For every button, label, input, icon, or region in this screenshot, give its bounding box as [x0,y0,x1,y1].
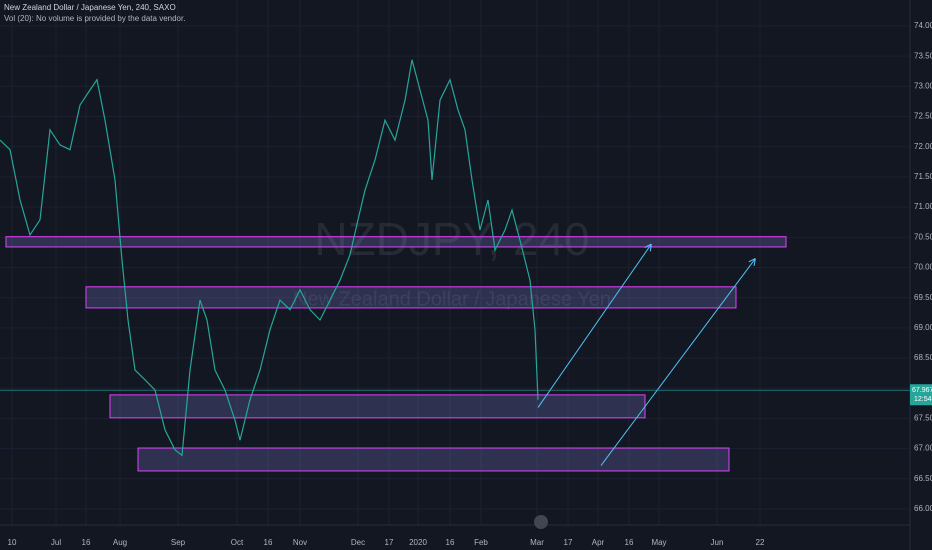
zone [109,394,646,419]
y-tick-label: 66.000 [914,504,932,513]
x-tick-label: Nov [293,538,307,547]
y-tick-label: 68.500 [914,353,932,362]
x-tick-label: Aug [113,538,127,547]
y-tick-label: 73.500 [914,51,932,60]
x-tick-label: 22 [756,538,765,547]
zone [137,447,730,472]
x-tick-label: Dec [351,538,365,547]
x-tick-label: 16 [82,538,91,547]
x-tick-label: 17 [385,538,394,547]
x-tick-label: 16 [625,538,634,547]
y-tick-label: 69.500 [914,293,932,302]
logo [534,515,548,529]
x-tick-label: 10 [8,538,17,547]
price-line [0,59,539,457]
y-tick-label: 74.000 [914,21,932,30]
zone [5,236,787,248]
y-tick-label: 71.500 [914,172,932,181]
last-price-tag [910,384,932,406]
last-price-label: 67.967 [912,387,932,394]
y-tick-label: 70.500 [914,232,932,241]
x-tick-label: 16 [264,538,273,547]
x-tick-label: Jul [51,538,61,547]
chart-title: New Zealand Dollar / Japanese Yen, 240, … [4,3,176,12]
arrow [537,245,651,408]
plot [0,59,787,472]
x-tick-label: 2020 [409,538,427,547]
y-tick-label: 69.000 [914,323,932,332]
x-tick-label: Feb [474,538,488,547]
x-tick-label: Sep [171,538,186,547]
y-tick-label: 67.500 [914,414,932,423]
x-tick-label: Apr [592,538,605,547]
y-tick-label: 72.000 [914,142,932,151]
watermark: NZDJPY, 240 [314,213,589,265]
y-tick-label: 71.000 [914,202,932,211]
y-tick-label: 72.500 [914,112,932,121]
countdown: 12:54 [914,396,932,403]
zone [85,286,737,309]
y-tick-label: 73.000 [914,81,932,90]
x-tick-label: Jun [711,538,724,547]
x-tick-label: Oct [231,538,244,547]
y-tick-label: 70.000 [914,263,932,272]
arrow [600,259,755,466]
x-tick-label: 17 [564,538,573,547]
x-tick-label: 16 [446,538,455,547]
grid [0,0,910,525]
chart-subtitle: Vol (20): No volume is provided by the d… [4,14,185,23]
y-tick-label: 66.500 [914,474,932,483]
x-tick-label: Mar [530,538,544,547]
x-tick-label: May [651,538,666,547]
y-tick-label: 67.000 [914,444,932,453]
